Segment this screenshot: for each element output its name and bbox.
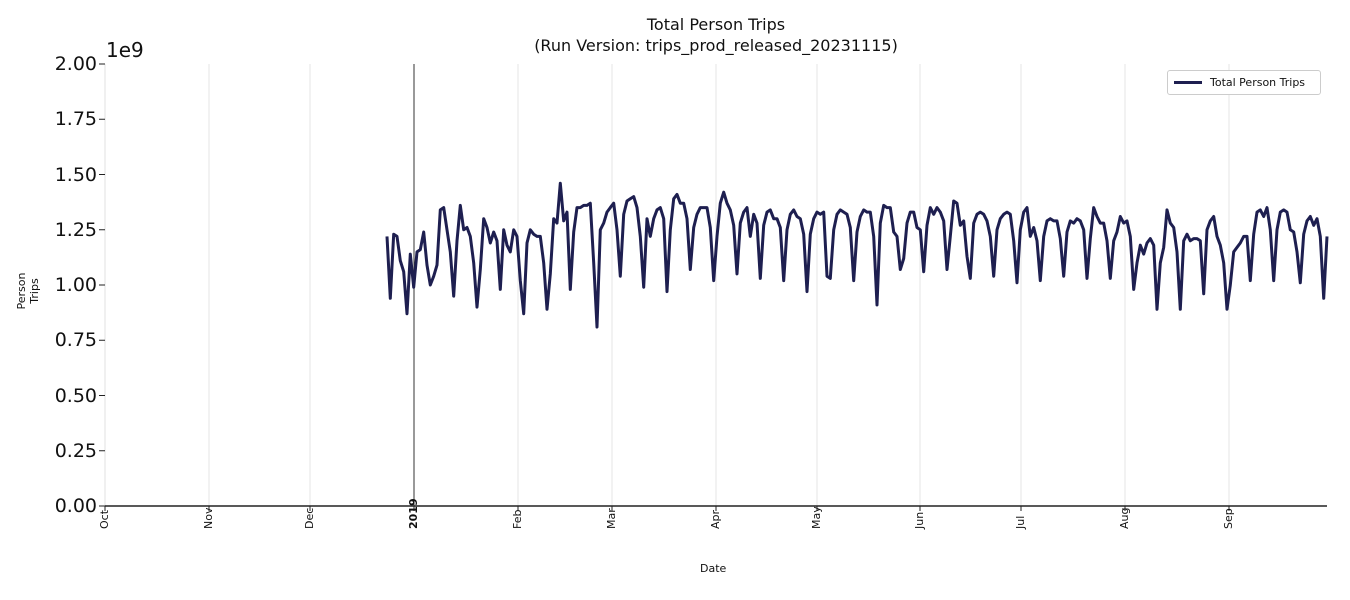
legend-line-swatch: [1174, 81, 1202, 84]
y-tick-label: 1.75: [54, 108, 97, 131]
y-tick-label: 0.00: [54, 495, 97, 517]
x-tick-label: May: [810, 506, 823, 529]
x-tick-label: Aug: [1118, 507, 1131, 529]
x-tick-label: Apr: [709, 509, 722, 529]
x-tick-label: Feb: [511, 509, 524, 529]
x-axis-label: Date: [700, 562, 727, 575]
y-tick-label: 0.50: [54, 384, 97, 407]
x-tick-label: Sep: [1222, 508, 1235, 529]
y-tick-label: 1.00: [54, 274, 97, 296]
x-tick-label: Nov: [202, 507, 215, 529]
chart-subtitle: (Run Version: trips_prod_released_202311…: [534, 36, 898, 55]
y-tick-label: 0.75: [54, 329, 97, 352]
x-tick-label: Oct: [98, 509, 111, 529]
x-tick-label: Jun: [913, 511, 926, 529]
legend-label: Total Person Trips: [1210, 76, 1306, 89]
x-tick-label: Dec: [303, 507, 316, 529]
x-tick-label: Jul: [1014, 515, 1027, 529]
y-axis-offset-label: 1e9: [106, 38, 144, 62]
y-tick-label: 1.50: [54, 163, 97, 186]
series-line-total-person-trips: [385, 181, 1329, 329]
y-tick-label: 2.00: [54, 53, 97, 75]
y-tick-label: 0.25: [54, 439, 97, 462]
y-tick-label: 1.25: [54, 218, 97, 241]
x-tick-label: 2019: [407, 498, 420, 529]
x-tick-label: Mar: [605, 508, 618, 529]
legend: Total Person Trips: [1167, 70, 1321, 95]
chart-title: Total Person Trips: [646, 15, 786, 34]
